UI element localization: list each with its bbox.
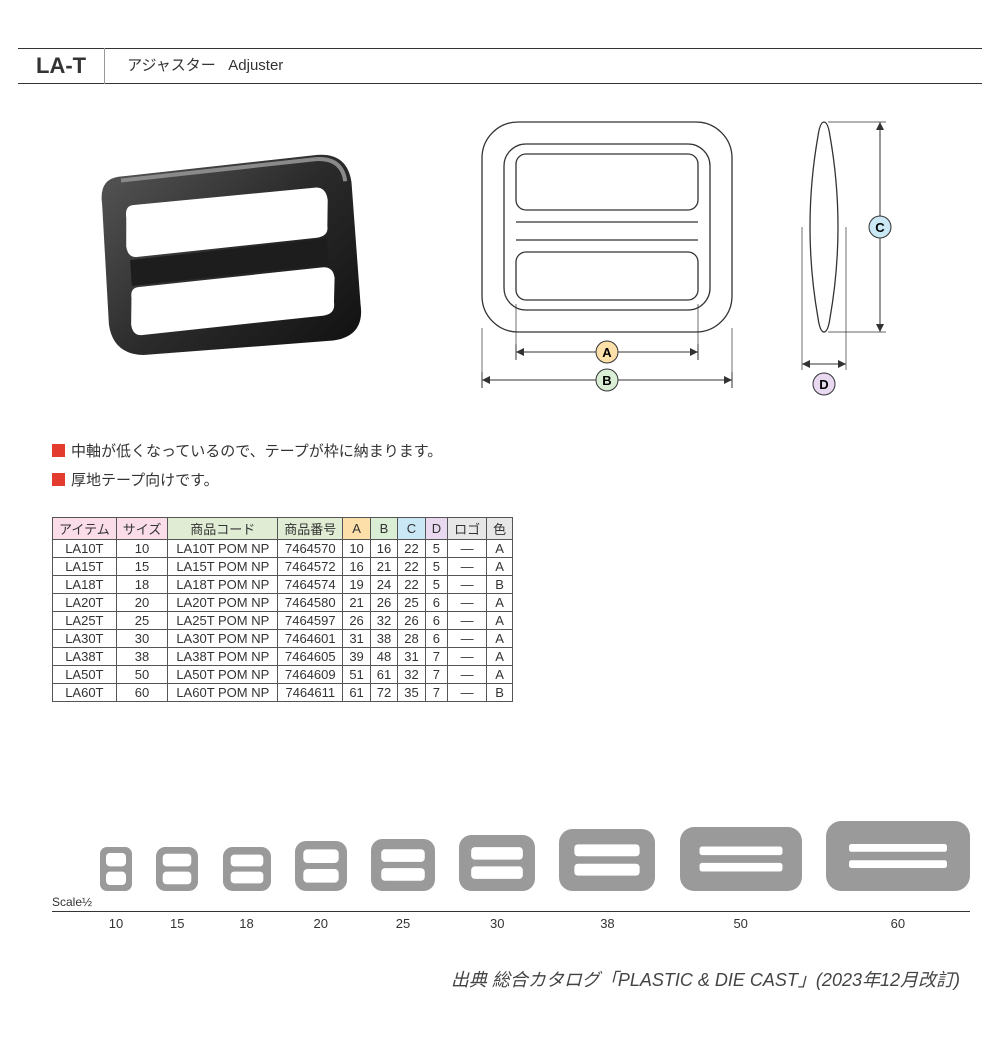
scale-item: 18: [223, 847, 271, 911]
svg-text:D: D: [819, 377, 828, 392]
table-row: LA10T10LA10T POM NP74645701016225—A: [53, 540, 513, 558]
bullet-icon: [52, 473, 65, 486]
scale-row: Scale½ 10 15 18 20 25 30 38 50 60: [52, 821, 970, 912]
product-title: アジャスター Adjuster: [105, 48, 283, 84]
table-row: LA60T60LA60T POM NP74646116172357—B: [53, 684, 513, 702]
table-row: LA15T15LA15T POM NP74645721621225—A: [53, 558, 513, 576]
col-header: C: [398, 518, 425, 540]
scale-label: Scale½: [52, 895, 92, 911]
col-header: A: [343, 518, 370, 540]
scale-size-label: 30: [459, 916, 535, 931]
scale-items: 10 15 18 20 25 30 38 50 60: [100, 821, 970, 911]
scale-size-label: 60: [826, 916, 970, 931]
scale-item: 15: [156, 847, 198, 911]
spec-table: アイテムサイズ商品コード商品番号ABCDロゴ色LA10T10LA10T POM …: [52, 517, 513, 702]
col-header: 商品番号: [278, 518, 343, 540]
product-code: LA-T: [18, 48, 105, 84]
note-line: 中軸が低くなっているので、テープが枠に納まります。: [52, 438, 1000, 467]
scale-size-label: 20: [295, 916, 347, 931]
source-citation: 出典 総合カタログ「PLASTIC & DIE CAST」(2023年12月改訂…: [451, 966, 960, 992]
header: LA-T アジャスター Adjuster: [18, 48, 982, 84]
table-row: LA20T20LA20T POM NP74645802126256—A: [53, 594, 513, 612]
scale-size-label: 25: [371, 916, 435, 931]
notes: 中軸が低くなっているので、テープが枠に納まります。 厚地テープ向けです。: [52, 438, 1000, 495]
scale-size-label: 15: [156, 916, 198, 931]
svg-text:B: B: [602, 373, 611, 388]
scale-item: 50: [680, 827, 802, 911]
col-header: B: [370, 518, 397, 540]
table-row: LA25T25LA25T POM NP74645972632266—A: [53, 612, 513, 630]
figures-row: AB C D: [60, 112, 970, 402]
scale-item: 38: [559, 829, 655, 911]
col-header: D: [425, 518, 447, 540]
scale-size-label: 50: [680, 916, 802, 931]
table-row: LA30T30LA30T POM NP74646013138286—A: [53, 630, 513, 648]
svg-text:C: C: [875, 220, 885, 235]
col-header: アイテム: [53, 518, 117, 540]
scale-item: 60: [826, 821, 970, 911]
col-header: 商品コード: [168, 518, 278, 540]
col-header: ロゴ: [448, 518, 487, 540]
product-photo: [60, 112, 370, 372]
scale-item: 25: [371, 839, 435, 911]
col-header: サイズ: [116, 518, 168, 540]
bullet-icon: [52, 444, 65, 457]
scale-item: 10: [100, 847, 132, 911]
table-row: LA18T18LA18T POM NP74645741924225—B: [53, 576, 513, 594]
scale-item: 30: [459, 835, 535, 911]
col-header: 色: [487, 518, 513, 540]
scale-size-label: 10: [100, 916, 132, 931]
note-line: 厚地テープ向けです。: [52, 467, 1000, 496]
table-row: LA38T38LA38T POM NP74646053948317—A: [53, 648, 513, 666]
svg-text:A: A: [602, 345, 612, 360]
scale-item: 20: [295, 841, 347, 911]
dimension-diagram: AB C D: [470, 112, 970, 402]
scale-size-label: 18: [223, 916, 271, 931]
scale-size-label: 38: [559, 916, 655, 931]
table-row: LA50T50LA50T POM NP74646095161327—A: [53, 666, 513, 684]
